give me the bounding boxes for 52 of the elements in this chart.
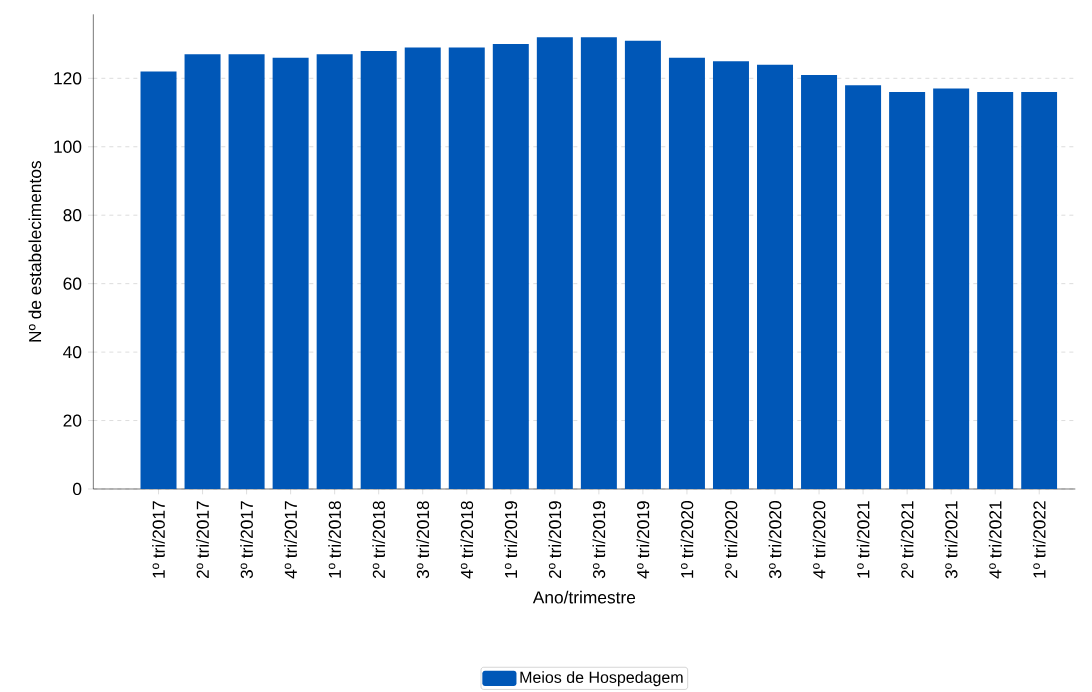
y-axis-title: Nº de estabelecimentos	[28, 161, 42, 342]
bar	[977, 92, 1014, 489]
bar	[272, 57, 309, 489]
y-tick-label: 60	[63, 277, 82, 290]
y-tick-label: 40	[63, 345, 82, 359]
bar	[492, 44, 529, 489]
bar	[228, 54, 265, 489]
x-tick-label: 2º tri/2017	[196, 501, 209, 579]
x-tick-label: 4º tri/2021	[988, 501, 1002, 579]
bar	[1021, 92, 1058, 489]
x-tick-label: 3º tri/2017	[240, 501, 253, 579]
bar	[845, 85, 882, 489]
x-tick-label: 4º tri/2020	[812, 501, 826, 579]
y-tick-label: 100	[54, 140, 82, 153]
legend-label: Meios de Hospedagem	[520, 671, 683, 687]
x-tick-label: 3º tri/2018	[416, 501, 430, 579]
x-tick-label: 2º tri/2021	[900, 501, 914, 579]
bar	[889, 92, 926, 489]
bar	[668, 57, 705, 489]
x-tick-label: 1º tri/2021	[856, 501, 870, 578]
y-tick-label: 120	[54, 72, 82, 85]
bar	[712, 61, 749, 489]
bar	[360, 50, 397, 489]
x-tick-label: 1º tri/2022	[1032, 501, 1046, 578]
bar	[536, 37, 573, 489]
x-tick-label: 2º tri/2018	[372, 501, 386, 579]
bar	[801, 74, 838, 489]
x-tick-label: 1º tri/2019	[504, 501, 518, 578]
y-tick-label: 20	[63, 414, 82, 427]
y-tick-label: 80	[63, 209, 82, 222]
bar	[448, 47, 485, 489]
x-tick-label: 3º tri/2019	[592, 501, 606, 579]
bar	[624, 40, 661, 489]
bar	[184, 54, 221, 489]
x-tick-label: 1º tri/2020	[680, 501, 694, 578]
x-tick-label: 4º tri/2019	[636, 501, 650, 579]
x-tick-label: 2º tri/2020	[724, 501, 738, 579]
x-tick-label: 1º tri/2017	[152, 501, 165, 578]
bar	[933, 88, 970, 489]
x-tick-label: 4º tri/2017	[284, 501, 297, 579]
x-axis-title: Ano/trimestre	[532, 590, 636, 604]
x-tick-label: 1º tri/2018	[328, 501, 342, 578]
bar	[757, 64, 794, 489]
bar	[404, 47, 441, 489]
x-tick-label: 4º tri/2018	[460, 501, 474, 579]
x-tick-label: 2º tri/2019	[548, 501, 562, 579]
bar	[316, 54, 353, 489]
bar	[580, 37, 617, 489]
y-tick-label: 0	[72, 482, 82, 496]
x-tick-label: 3º tri/2020	[768, 501, 782, 579]
bar	[140, 71, 177, 489]
x-tick-label: 3º tri/2021	[944, 501, 958, 579]
